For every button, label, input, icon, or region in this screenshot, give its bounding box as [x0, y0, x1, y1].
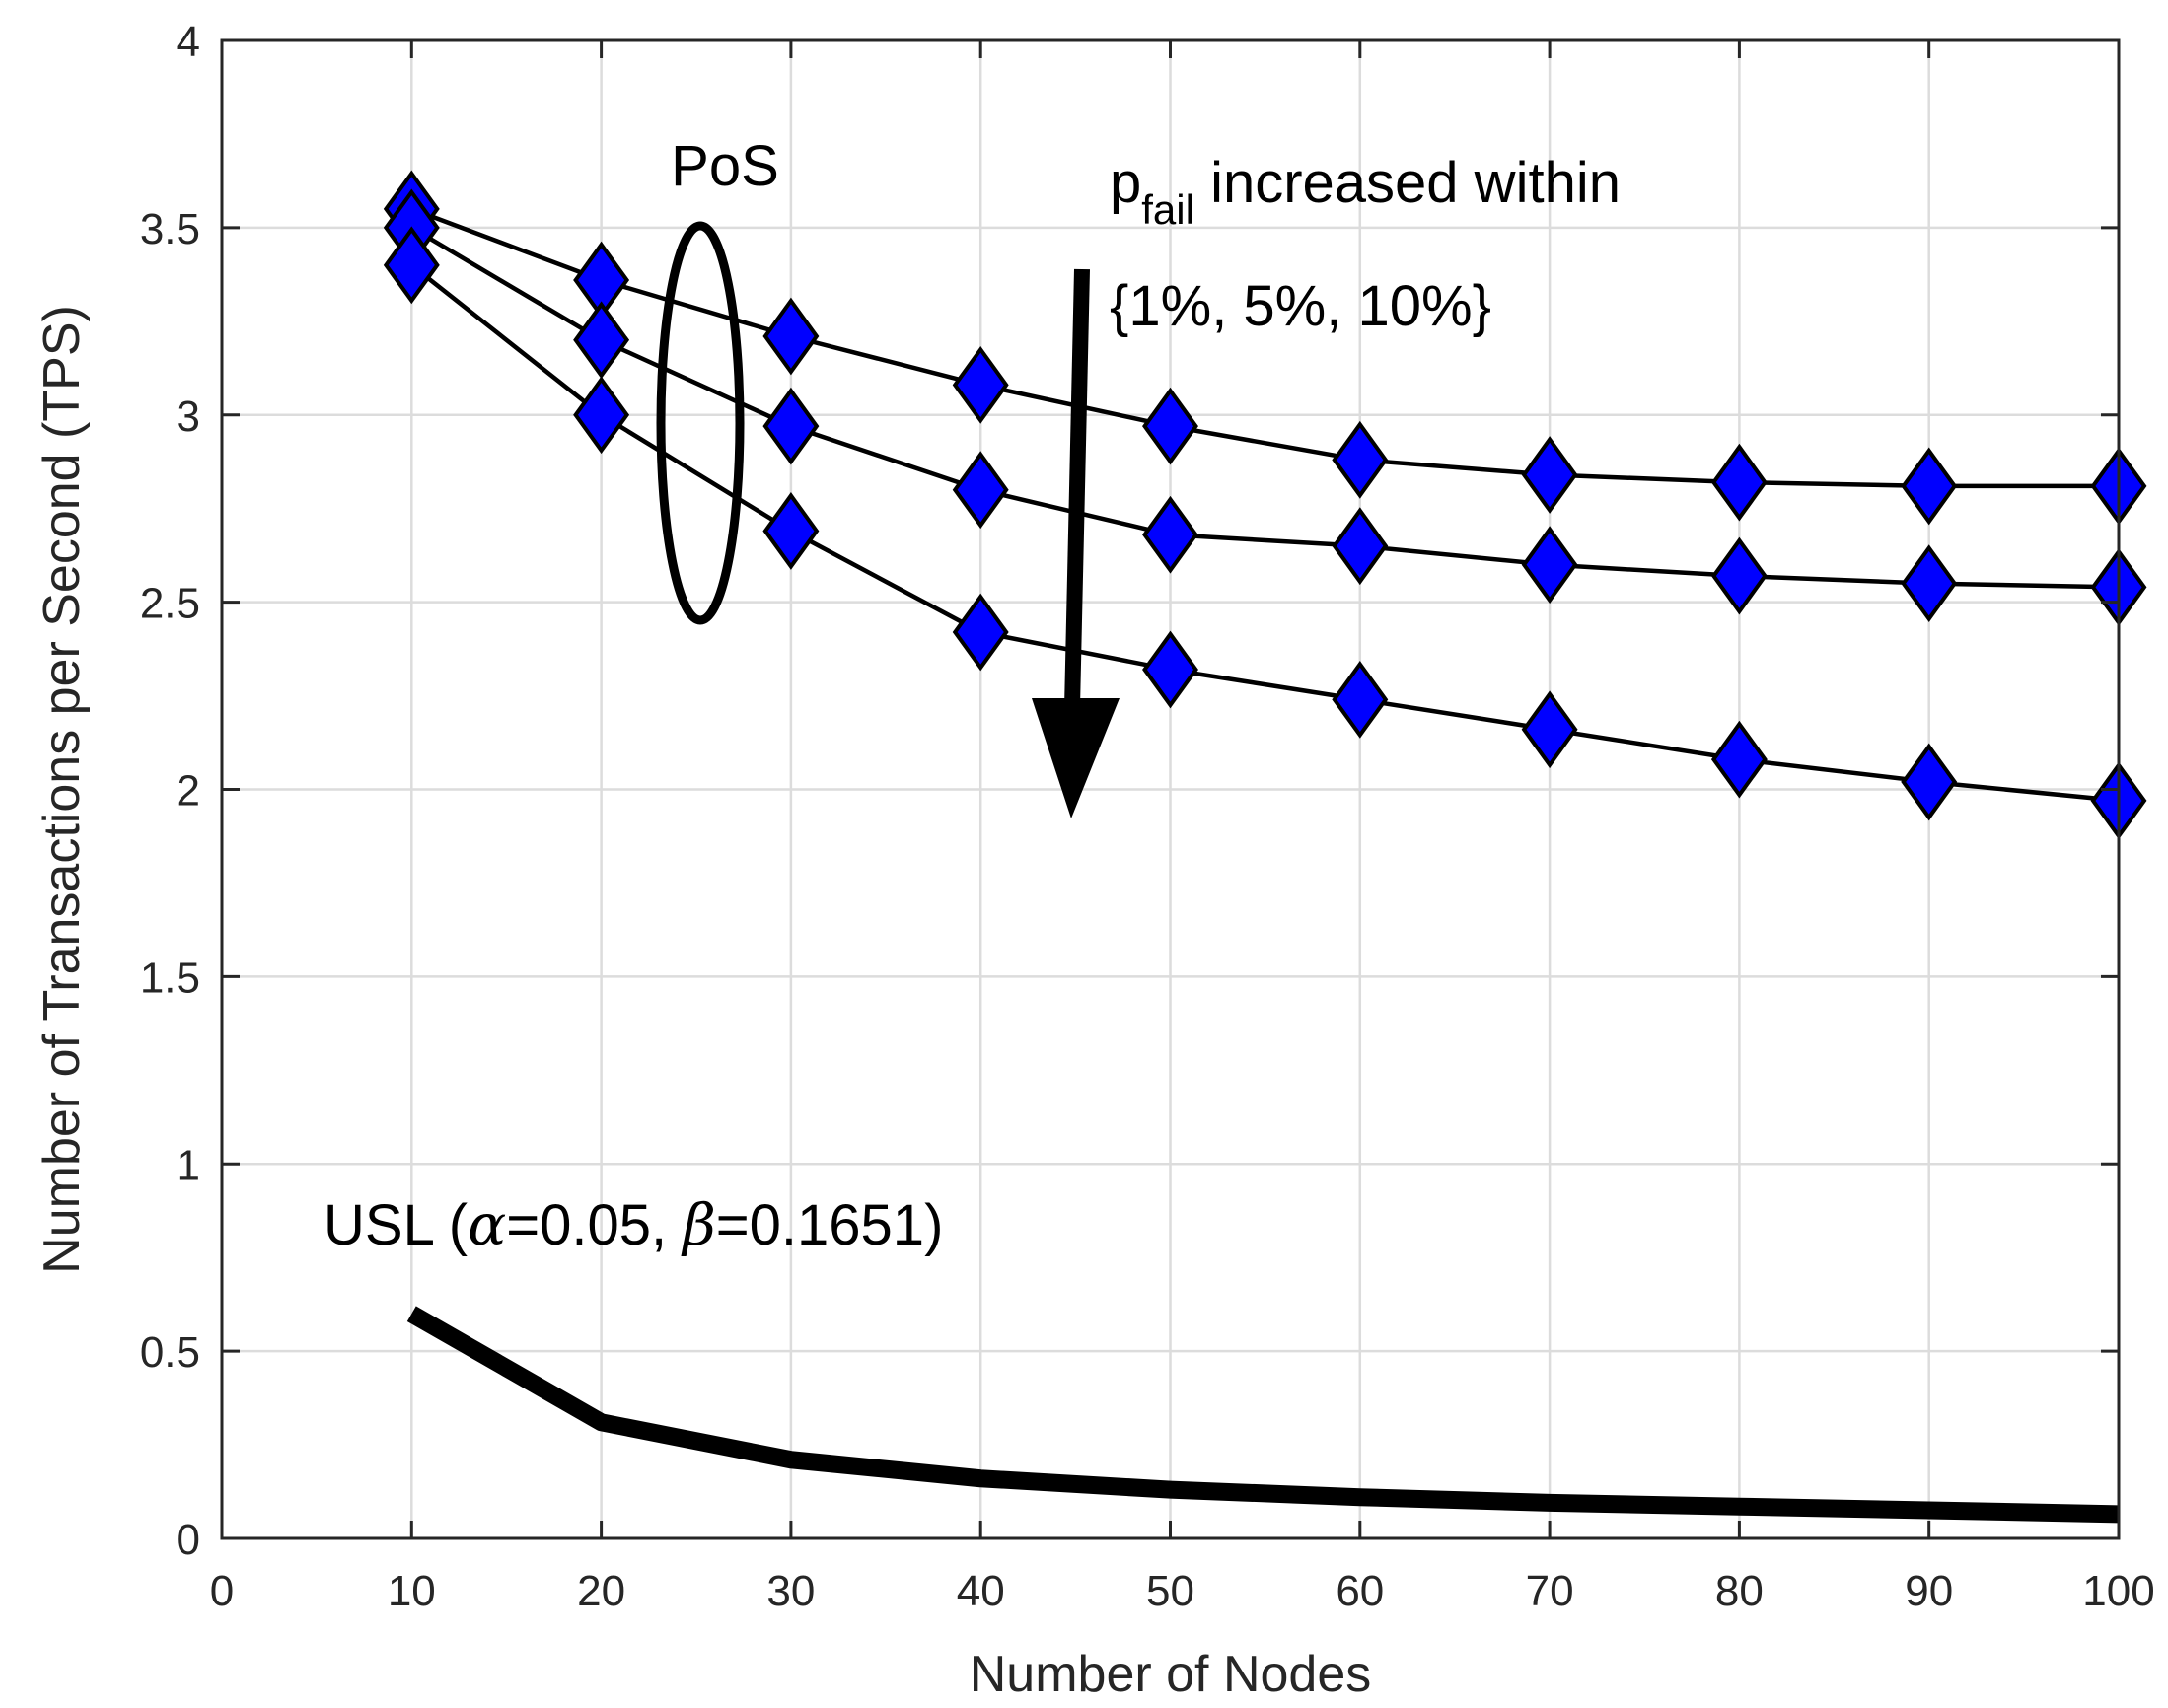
series-1-diamond-marker [1142, 387, 1198, 465]
series-markers [383, 170, 2147, 840]
pfail-p: p [1110, 151, 1141, 215]
usl-suffix: =0.1651) [716, 1193, 944, 1257]
x-tick-label: 80 [1715, 1567, 1764, 1615]
series-2-diamond-marker [1710, 536, 1768, 615]
y-tick-label: 1.5 [140, 954, 200, 1002]
series-3-diamond-marker [1710, 720, 1768, 799]
pfail-annotation-label: pfail increased within [1110, 151, 1621, 233]
series-3-diamond-marker [573, 376, 630, 455]
series-3-diamond-marker [952, 593, 1009, 672]
x-axis-label: Number of Nodes [970, 1646, 1372, 1703]
series-2-diamond-marker [762, 387, 820, 465]
series-1-diamond-marker [1521, 436, 1578, 514]
series-lines [406, 206, 2120, 1524]
x-tick-label: 50 [1146, 1567, 1194, 1615]
series-2-diamond-marker [1901, 544, 1958, 623]
x-tick-label: 20 [577, 1567, 625, 1615]
series-2-diamond-marker [952, 451, 1009, 530]
series-3-diamond-marker [1521, 690, 1578, 769]
series-3-diamond-marker [1332, 660, 1389, 739]
series-3-diamond-marker [1142, 630, 1198, 709]
series-1-diamond-marker [762, 297, 820, 376]
pfail-arrow-shaft [1064, 268, 1090, 709]
y-tick-label: 3 [177, 392, 200, 441]
pfail-arrow-head [1032, 698, 1120, 818]
usl-beta: β [681, 1191, 716, 1258]
usl-mid: =0.05, [506, 1193, 683, 1257]
y-axis-label: Number of Transactions per Second (TPS) [34, 305, 91, 1274]
x-tick-label: 0 [210, 1567, 234, 1615]
y-tick-label: 0 [177, 1516, 200, 1564]
series-1-diamond-marker [1710, 443, 1768, 522]
grid-lines [222, 40, 2119, 1538]
usl-annotation-label: USL (α=0.05, β=0.1651) [324, 1191, 943, 1258]
y-tick-label: 3.5 [140, 205, 200, 253]
series-2-diamond-marker [1142, 495, 1198, 574]
series-3-diamond-marker [383, 226, 440, 305]
pfail-subscript: fail [1141, 186, 1194, 233]
x-tick-label: 100 [2082, 1567, 2154, 1615]
x-tick-label: 40 [957, 1567, 1005, 1615]
y-tick-label: 2.5 [140, 580, 200, 628]
y-tick-label: 4 [177, 18, 200, 66]
series-3-diamond-marker [1901, 743, 1958, 821]
x-tick-label: 30 [766, 1567, 815, 1615]
pfail-set-label: {1%, 5%, 10%} [1110, 274, 1491, 338]
y-tick-label: 2 [177, 767, 200, 816]
series-line-3 [409, 263, 2120, 804]
y-tick-label: 1 [177, 1141, 200, 1189]
x-tick-label: 60 [1336, 1567, 1384, 1615]
series-2-diamond-marker [1332, 507, 1389, 586]
series-1-diamond-marker [1332, 420, 1389, 499]
usl-alpha: α [468, 1191, 506, 1258]
series-2-diamond-marker [573, 301, 630, 380]
series-3-diamond-marker [762, 492, 820, 570]
usl-prefix: USL ( [324, 1193, 468, 1257]
pos-annotation-label: PoS [671, 134, 779, 198]
x-tick-label: 90 [1905, 1567, 1953, 1615]
series-line-1 [410, 206, 2119, 489]
pos-group-ellipse [656, 221, 745, 625]
y-tick-label: 0.5 [140, 1328, 200, 1377]
pfail-rest: increased within [1194, 151, 1621, 215]
axis-ticks: 0 10 20 30 40 50 60 70 80 90 100 0 0.5 1 1.5 2 2.5 3 3.5 4 [140, 18, 2155, 1615]
series-1-diamond-marker [952, 345, 1009, 424]
series-2-diamond-marker [1521, 526, 1578, 605]
series-1-diamond-marker [1901, 447, 1958, 526]
x-tick-label: 70 [1526, 1567, 1574, 1615]
x-tick-label: 10 [388, 1567, 436, 1615]
series-line-4 [406, 1306, 2120, 1524]
series-line-2 [410, 225, 2120, 590]
